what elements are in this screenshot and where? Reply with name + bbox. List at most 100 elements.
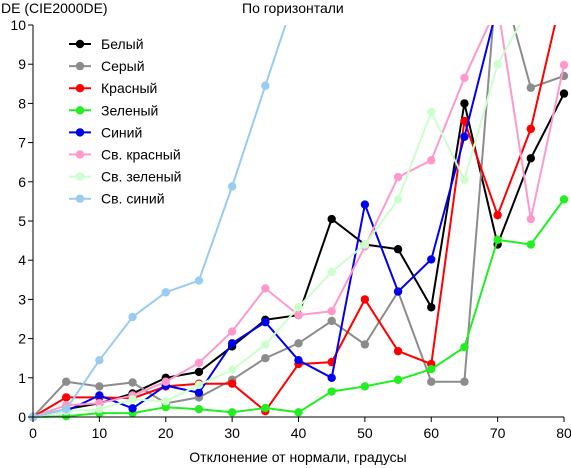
data-point bbox=[294, 408, 303, 417]
x-tick-label: 10 bbox=[92, 425, 108, 441]
y-tick-label: 1 bbox=[18, 370, 26, 386]
data-point bbox=[294, 303, 303, 312]
data-point bbox=[460, 343, 469, 352]
series-line bbox=[32, 25, 521, 418]
data-point bbox=[161, 403, 170, 412]
data-point bbox=[161, 397, 170, 406]
data-point bbox=[128, 404, 137, 413]
data-point bbox=[360, 340, 370, 349]
data-point bbox=[194, 404, 204, 414]
data-point bbox=[95, 355, 104, 365]
data-point bbox=[95, 404, 104, 414]
data-point bbox=[128, 378, 137, 387]
data-point bbox=[161, 288, 170, 297]
data-point bbox=[227, 365, 237, 375]
y-tick-label: 7 bbox=[18, 135, 26, 151]
data-point bbox=[261, 340, 270, 349]
data-point bbox=[427, 303, 436, 312]
y-tick-label: 8 bbox=[18, 95, 26, 111]
data-point bbox=[493, 59, 502, 69]
y-tick-label: 4 bbox=[18, 252, 26, 268]
series-layer bbox=[28, 25, 569, 422]
data-point bbox=[460, 132, 469, 141]
y-tick-label: 9 bbox=[18, 56, 26, 72]
data-point bbox=[526, 124, 536, 134]
data-point bbox=[294, 339, 303, 348]
data-point bbox=[61, 377, 71, 386]
data-point bbox=[460, 116, 469, 126]
data-point bbox=[128, 312, 137, 322]
data-point bbox=[327, 214, 336, 224]
data-point bbox=[559, 60, 569, 70]
x-tick-label: 60 bbox=[423, 425, 439, 441]
legend-label: Зеленый bbox=[101, 102, 158, 118]
data-point bbox=[526, 214, 536, 224]
y-tick-label: 0 bbox=[18, 409, 26, 425]
legend-swatch-marker bbox=[75, 106, 85, 115]
series-3 bbox=[28, 195, 569, 422]
data-point bbox=[493, 235, 502, 245]
legend-swatch-marker bbox=[75, 61, 85, 71]
data-point bbox=[393, 172, 403, 182]
data-point bbox=[294, 310, 303, 320]
legend-label: Св. синий bbox=[101, 191, 165, 207]
x-tick-label: 70 bbox=[490, 425, 506, 441]
x-tick-label: 80 bbox=[556, 425, 571, 441]
legend-swatch-marker bbox=[75, 128, 85, 137]
data-point bbox=[128, 395, 137, 404]
data-point bbox=[559, 195, 569, 204]
legend-label: Белый bbox=[101, 36, 144, 52]
data-point bbox=[327, 267, 336, 277]
data-point bbox=[460, 99, 469, 108]
legend: Белый Серый Красный Зеленый Синий Св. красный… bbox=[64, 30, 202, 212]
data-point bbox=[559, 89, 569, 98]
series-7 bbox=[28, 25, 287, 422]
data-point bbox=[460, 175, 469, 185]
y-tick-label: 3 bbox=[18, 291, 26, 307]
x-tick-label: 0 bbox=[29, 425, 37, 441]
y-tick-label: 2 bbox=[18, 331, 26, 347]
data-point bbox=[327, 373, 336, 382]
x-axis-title: Отклонение от нормали, градусы bbox=[189, 449, 406, 465]
data-point bbox=[95, 399, 104, 408]
data-point bbox=[194, 276, 204, 285]
legend-swatch-marker bbox=[75, 172, 85, 181]
data-point bbox=[294, 355, 303, 365]
data-point bbox=[393, 375, 403, 384]
legend-label: Синий bbox=[101, 124, 142, 140]
x-tick-label: 50 bbox=[357, 425, 373, 441]
chart-title: По горизонтали bbox=[242, 0, 344, 16]
x-tick-label: 20 bbox=[158, 425, 174, 441]
legend-swatch-marker bbox=[75, 84, 85, 93]
data-point bbox=[95, 391, 104, 400]
data-point bbox=[261, 81, 270, 90]
data-point bbox=[460, 73, 469, 83]
legend-swatch-marker bbox=[75, 39, 85, 49]
data-point bbox=[194, 388, 204, 397]
tick-layer: 0 10 20 30 40 50 60 70 80 0 1 2 3 4 5 6 7 8 9 10 bbox=[10, 17, 571, 441]
data-point bbox=[427, 364, 436, 374]
legend-swatch-marker bbox=[75, 194, 85, 203]
data-point bbox=[227, 379, 237, 388]
data-point bbox=[327, 316, 336, 326]
data-point bbox=[95, 382, 104, 391]
data-point bbox=[427, 107, 436, 117]
data-point bbox=[526, 83, 536, 92]
legend-label: Св. красный bbox=[101, 147, 181, 163]
data-point bbox=[393, 346, 403, 356]
data-point bbox=[61, 404, 71, 414]
data-point bbox=[460, 377, 469, 386]
y-tick-label: 5 bbox=[18, 213, 26, 229]
data-point bbox=[227, 327, 237, 336]
data-point bbox=[427, 377, 436, 386]
data-point bbox=[360, 200, 370, 209]
data-point bbox=[194, 367, 204, 377]
data-point bbox=[526, 240, 536, 249]
legend-box bbox=[64, 30, 202, 212]
y-tick-label: 10 bbox=[10, 17, 26, 33]
data-point bbox=[526, 154, 536, 163]
y-tick-label: 6 bbox=[18, 174, 26, 190]
data-point bbox=[194, 380, 204, 390]
data-point bbox=[327, 306, 336, 316]
